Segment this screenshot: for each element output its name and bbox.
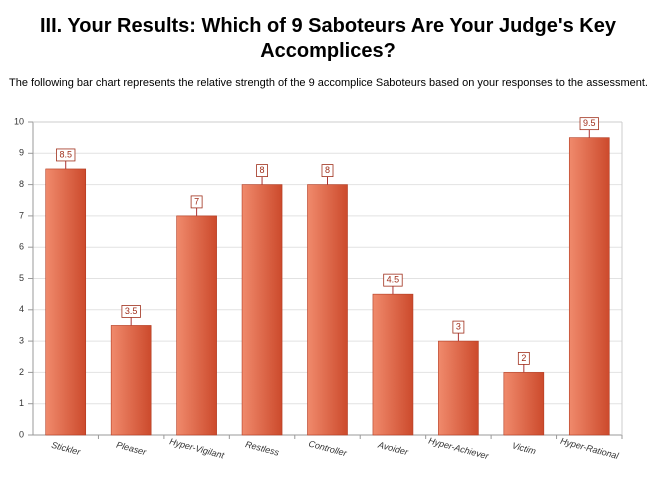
x-tick-label: Hyper-Rational	[559, 436, 620, 461]
y-tick-label: 8	[19, 179, 24, 189]
value-label-text: 8	[260, 165, 265, 175]
bar	[110, 325, 152, 436]
bar	[372, 293, 414, 436]
value-label-text: 8.5	[59, 149, 72, 159]
value-label-box	[452, 320, 465, 334]
value-label-box	[517, 351, 530, 365]
x-tick-label: Hyper-Achiever	[427, 436, 490, 462]
value-label: 8.5	[56, 148, 76, 162]
value-label: 2	[517, 351, 530, 365]
y-tick-label: 1	[19, 398, 24, 408]
value-label: 9.5	[579, 117, 599, 131]
chart-subtitle: The following bar chart represents the r…	[9, 77, 648, 89]
bar	[241, 184, 283, 436]
value-label-box	[256, 164, 268, 178]
bar	[568, 137, 610, 436]
bar	[438, 340, 479, 436]
chart-title: III. Your Results: Which of 9 Saboteurs …	[40, 15, 616, 62]
value-label-text: 7	[194, 196, 199, 206]
value-label-text: 8	[325, 165, 330, 175]
value-label: 4.5	[383, 273, 403, 287]
bar	[45, 168, 87, 436]
x-tick-label: Avoider	[376, 439, 410, 457]
value-label-text: 3	[456, 321, 461, 331]
value-label-text: 3.5	[125, 306, 138, 316]
y-tick-label: 6	[19, 242, 24, 252]
value-label: 3.5	[121, 305, 141, 318]
value-label-box	[321, 164, 334, 178]
x-tick-label: Controller	[308, 439, 349, 459]
value-label-box	[56, 148, 76, 162]
y-tick-label: 2	[19, 367, 24, 377]
x-tick-label: Hyper-Vigilant	[168, 436, 225, 460]
value-label-box	[383, 273, 403, 287]
value-label-box	[190, 195, 203, 209]
x-tick-label: Pleaser	[115, 440, 148, 458]
value-label-text: 4.5	[387, 275, 400, 285]
value-label-text: 2	[521, 353, 526, 363]
x-tick-label: Restless	[244, 439, 280, 458]
y-tick-label: 5	[19, 273, 24, 283]
value-label: 8	[256, 164, 268, 178]
value-label: 3	[452, 320, 465, 334]
value-label-box	[579, 117, 599, 131]
bar	[307, 184, 348, 436]
y-tick-label: 0	[19, 429, 24, 439]
x-tick-label: Victim	[511, 440, 538, 456]
value-label-box	[121, 305, 141, 318]
bar	[176, 215, 217, 436]
y-tick-label: 7	[19, 210, 24, 220]
y-tick-label: 9	[19, 148, 24, 158]
y-tick-label: 10	[14, 116, 24, 126]
y-tick-label: 4	[19, 304, 24, 314]
value-label-text: 9.5	[583, 118, 596, 128]
y-tick-label: 3	[19, 335, 24, 345]
value-label: 8	[321, 164, 334, 178]
x-tick-label: Stickler	[50, 440, 82, 458]
value-label: 7	[190, 195, 203, 209]
bar	[503, 372, 545, 436]
